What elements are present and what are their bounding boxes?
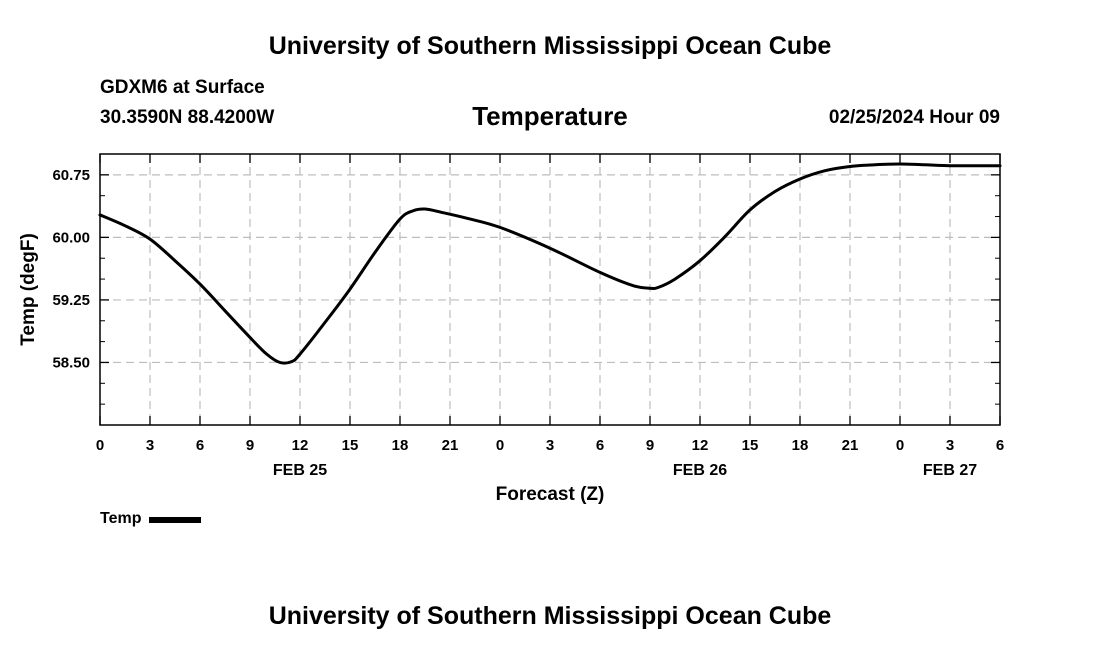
- y-axis: 58.50 59.25 60.00 60.75: [52, 167, 1000, 371]
- series-layer: [98, 162, 1002, 365]
- x-tick-label: 9: [246, 437, 254, 454]
- x-tick-label: 18: [792, 437, 809, 454]
- x-tick-label: 3: [146, 437, 154, 454]
- x-tick-label: 21: [442, 437, 459, 454]
- y-tick-label: 59.25: [52, 292, 90, 309]
- x-tick-label: 12: [692, 437, 709, 454]
- main-title: University of Southern Mississippi Ocean…: [268, 32, 832, 60]
- x-axis: 0 3 6 9 12 15 18 21 0 3 6 9 12 15 18 21 0 3 6: [96, 154, 1004, 454]
- x-tick-label: 21: [842, 437, 859, 454]
- x-tick-label: 3: [546, 437, 554, 454]
- x-tick-label: 0: [96, 437, 104, 454]
- date-label: FEB 26: [673, 462, 727, 479]
- legend-swatch-temp: [149, 517, 202, 523]
- date-label: FEB 25: [273, 462, 327, 479]
- y-tick-label: 60.75: [52, 167, 90, 184]
- y-tick-label: 58.50: [52, 354, 90, 371]
- y-axis-label: Temp (degF): [18, 233, 39, 346]
- station-label: GDXM6 at Surface: [100, 77, 265, 98]
- bottom-title: University of Southern Mississippi Ocean…: [268, 602, 832, 630]
- legend: Temp: [100, 510, 202, 528]
- x-tick-label: 15: [342, 437, 359, 454]
- series-line-temp: [98, 162, 1002, 365]
- coordinates-label: 30.3590N 88.4200W: [100, 107, 275, 128]
- x-tick-label: 15: [742, 437, 759, 454]
- y-tick-label: 60.00: [52, 229, 90, 246]
- x-tick-label: 3: [946, 437, 954, 454]
- x-tick-label: 6: [596, 437, 604, 454]
- x-tick-label: 6: [996, 437, 1004, 454]
- chart-title: Temperature: [472, 101, 628, 131]
- x-tick-label: 6: [196, 437, 204, 454]
- date-labels: FEB 25 FEB 26 FEB 27: [273, 462, 977, 479]
- x-tick-label: 0: [896, 437, 904, 454]
- x-tick-label: 9: [646, 437, 654, 454]
- x-tick-label: 0: [496, 437, 504, 454]
- legend-label-temp: Temp: [100, 510, 142, 527]
- x-tick-label: 12: [292, 437, 309, 454]
- grid-lines: [100, 154, 1000, 425]
- run-time-label: 02/25/2024 Hour 09: [828, 107, 1000, 128]
- date-label: FEB 27: [923, 462, 977, 479]
- x-tick-label: 18: [392, 437, 409, 454]
- x-axis-label: Forecast (Z): [496, 484, 605, 505]
